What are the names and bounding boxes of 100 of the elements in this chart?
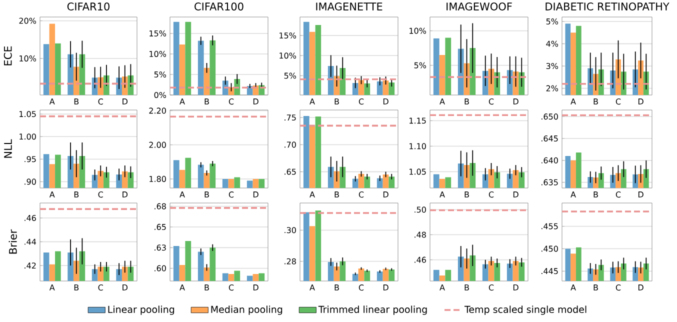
- x-tick-label: A: [440, 284, 445, 290]
- y-tick-label: .30: [284, 227, 296, 234]
- y-tick-label: 2%: [546, 85, 558, 92]
- x-tick-label: B: [594, 98, 598, 104]
- y-tick-label: 1.10: [410, 143, 426, 150]
- y-tick-label: 4%: [546, 40, 558, 47]
- y-tick-label: 2.20: [149, 108, 166, 114]
- y-tick-label: .68: [154, 203, 166, 210]
- y-tick-label: 15%: [150, 30, 166, 36]
- x-tick-label: D: [122, 98, 128, 104]
- y-tick-label: 1.00: [20, 134, 36, 140]
- y-tick-label: 10%: [280, 52, 296, 59]
- y-tick-label: .44: [24, 238, 36, 245]
- legend-label: Temp scaled single model: [464, 306, 586, 315]
- x-tick-label: C: [488, 98, 494, 105]
- x-tick-label: D: [253, 98, 258, 104]
- x-tick-label: D: [383, 284, 388, 290]
- x-tick-label: B: [334, 192, 339, 198]
- x-tick-label: A: [570, 98, 576, 104]
- x-tick-label: C: [228, 284, 234, 291]
- y-tick-label: 3%: [546, 62, 558, 70]
- x-tick-label: C: [98, 284, 103, 291]
- y-tick-label: .65: [154, 224, 166, 230]
- y-axis-title: Brier: [8, 229, 17, 254]
- x-tick-label: A: [180, 284, 185, 290]
- x-tick-label: D: [638, 98, 644, 104]
- x-tick-label: D: [253, 192, 258, 198]
- y-tick-label: 5%: [284, 72, 296, 79]
- chart-title: DIABETIC RETINOPATHY: [546, 2, 670, 10]
- x-tick-label: C: [228, 98, 234, 105]
- y-tick-label: .42: [24, 262, 36, 269]
- y-tick-label: .63: [154, 244, 166, 251]
- y-tick-label: .70: [284, 142, 296, 148]
- x-tick-label: C: [616, 98, 621, 105]
- x-tick-label: C: [98, 192, 103, 198]
- y-tick-label: 10%: [410, 28, 426, 34]
- y-tick-label: 1.15: [410, 118, 426, 124]
- x-tick-label: D: [253, 284, 258, 290]
- x-tick-label: A: [440, 98, 445, 104]
- x-tick-label: B: [464, 284, 469, 290]
- x-tick-label: B: [594, 284, 598, 290]
- x-tick-label: B: [464, 192, 469, 198]
- x-tick-label: B: [204, 192, 209, 198]
- x-tick-label: D: [383, 98, 388, 104]
- y-tick-label: .455: [542, 223, 558, 230]
- x-tick-label: B: [74, 98, 79, 104]
- x-tick-label: A: [49, 192, 55, 198]
- x-tick-label: C: [228, 192, 234, 198]
- x-tick-label: A: [440, 192, 445, 198]
- x-tick-label: D: [383, 192, 388, 198]
- y-axis-title: ECE: [4, 46, 12, 66]
- legend-label: Median pooling: [211, 306, 282, 315]
- x-tick-label: A: [310, 284, 315, 290]
- x-tick-label: A: [310, 98, 315, 104]
- y-tick-label: .65: [284, 168, 296, 175]
- x-tick-label: C: [358, 98, 364, 105]
- y-tick-label: .46: [414, 256, 426, 263]
- x-tick-label: B: [334, 98, 339, 104]
- chart-title: CIFAR10: [67, 2, 110, 10]
- y-tick-label: .75: [284, 114, 296, 121]
- y-tick-label: .650: [542, 114, 558, 120]
- y-tick-label: .50: [414, 206, 426, 213]
- y-tick-label: 10%: [20, 55, 36, 62]
- y-tick-label: 1.05: [410, 168, 426, 175]
- y-tick-label: .46: [24, 214, 36, 222]
- x-tick-label: B: [74, 192, 79, 198]
- x-tick-label: C: [616, 192, 621, 198]
- x-tick-label: C: [358, 284, 364, 291]
- x-tick-label: D: [513, 192, 518, 198]
- x-tick-label: D: [513, 284, 518, 290]
- y-tick-label: 1.80: [150, 176, 166, 182]
- legend-label: Trimmed linear pooling: [318, 306, 427, 315]
- y-tick-label: .48: [414, 232, 426, 238]
- x-tick-label: B: [464, 98, 469, 104]
- chart-title: IMAGENETTE: [316, 2, 382, 10]
- x-tick-label: A: [180, 192, 185, 198]
- x-tick-label: B: [204, 98, 209, 104]
- x-tick-label: C: [488, 192, 494, 198]
- x-tick-label: D: [513, 98, 518, 104]
- y-tick-label: 20%: [19, 18, 36, 24]
- y-tick-label: .95: [24, 156, 36, 162]
- x-tick-label: D: [122, 192, 128, 198]
- y-axis-title: NLL: [4, 139, 12, 158]
- x-tick-label: D: [638, 284, 644, 290]
- y-tick-label: 5%: [414, 62, 426, 68]
- x-tick-label: B: [334, 284, 339, 290]
- y-tick-label: .635: [542, 179, 558, 186]
- x-tick-label: C: [98, 98, 103, 105]
- y-tick-label: 10%: [150, 50, 166, 57]
- chart-title: IMAGEWOOF: [446, 2, 512, 10]
- x-tick-label: D: [638, 192, 644, 198]
- y-tick-label: 15%: [280, 32, 296, 39]
- legend-label: Linear pooling: [108, 306, 174, 315]
- x-tick-label: A: [180, 98, 185, 104]
- y-tick-label: 1.05: [20, 111, 36, 118]
- x-tick-label: B: [204, 284, 209, 290]
- y-tick-label: .28: [284, 258, 296, 264]
- x-tick-label: A: [49, 98, 55, 104]
- y-tick-label: 0%: [154, 92, 166, 98]
- x-tick-label: C: [488, 284, 494, 291]
